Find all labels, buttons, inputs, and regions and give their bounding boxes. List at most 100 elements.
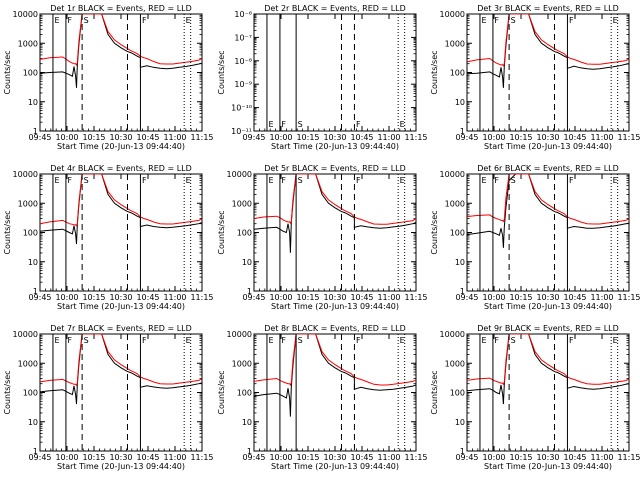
- x-tick-label: 11:15: [617, 453, 640, 462]
- x-tick-label: 11:15: [404, 293, 427, 302]
- y-tick-label: 1: [460, 287, 465, 296]
- marker-label: S: [511, 176, 516, 185]
- x-tick-label: 10:30: [536, 293, 559, 302]
- y-axis-label: Counts/sec: [430, 210, 439, 254]
- x-tick-label: 09:45: [28, 453, 51, 462]
- x-tick-label: 10:30: [109, 133, 132, 142]
- plot-frame: [253, 333, 417, 452]
- y-tick-label: 1: [33, 447, 38, 456]
- series-line-lld: [40, 174, 202, 227]
- panel-title: Det 4r BLACK = Events, RED = LLD: [50, 164, 192, 173]
- x-tick-label: 11:00: [590, 133, 613, 142]
- y-tick-label: 1000: [18, 199, 38, 208]
- y-tick-label: 100: [23, 229, 38, 238]
- marker-label: F: [494, 16, 499, 25]
- x-tick-label: 11:15: [617, 293, 640, 302]
- marker-label: E: [54, 336, 59, 345]
- x-tick-label: 10:45: [350, 293, 373, 302]
- marker-label: F: [281, 336, 286, 345]
- y-tick-label: 100: [450, 229, 465, 238]
- x-tick-label: 09:45: [242, 453, 265, 462]
- x-tick-label: 09:45: [242, 293, 265, 302]
- x-tick-label: 11:00: [377, 133, 400, 142]
- x-tick-label: 10:15: [296, 453, 319, 462]
- panel-det4: Det 4r BLACK = Events, RED = LLD 1 10 100 10…: [3, 164, 214, 311]
- x-tick-label: 10:15: [509, 133, 532, 142]
- y-tick-label: 100: [450, 389, 465, 398]
- marker-label: E: [613, 336, 618, 345]
- panel-det9: Det 9r BLACK = Events, RED = LLD 1 10 100 10…: [430, 324, 640, 471]
- x-axis-label: Start Time (20-Jun-13 09:44:40): [57, 142, 185, 151]
- y-tick-label: 10⁻⁸: [234, 57, 252, 66]
- marker-label: F: [67, 176, 72, 185]
- y-tick-label: 100: [237, 389, 252, 398]
- plot-frame: [253, 173, 417, 292]
- y-tick-label: 10: [28, 98, 38, 107]
- marker-label: S: [84, 16, 89, 25]
- y-tick-label: 10000: [13, 330, 38, 339]
- y-tick-label: 10: [455, 418, 465, 427]
- panel-title: Det 7r BLACK = Events, RED = LLD: [50, 324, 192, 333]
- y-axis-label: Counts/sec: [430, 50, 439, 94]
- x-tick-label: 10:45: [136, 133, 159, 142]
- x-tick-label: 10:00: [269, 133, 292, 142]
- x-tick-label: 10:00: [55, 133, 78, 142]
- x-tick-label: 11:15: [190, 293, 213, 302]
- y-tick-label: 100: [23, 389, 38, 398]
- x-tick-label: 10:30: [536, 133, 559, 142]
- panel-title: Det 3r BLACK = Events, RED = LLD: [477, 4, 619, 13]
- x-tick-label: 10:45: [563, 453, 586, 462]
- panel-det7: Det 7r BLACK = Events, RED = LLD 1 10 100 10…: [3, 324, 214, 471]
- panel-title: Det 1r BLACK = Events, RED = LLD: [50, 4, 192, 13]
- marker-label: E: [400, 336, 405, 345]
- series-line-events: [467, 14, 629, 88]
- y-tick-label: 1: [33, 287, 38, 296]
- x-axis-label: Start Time (20-Jun-13 09:44:40): [271, 142, 399, 151]
- x-axis-label: Start Time (20-Jun-13 09:44:40): [271, 462, 399, 471]
- series-line-lld: [254, 334, 416, 387]
- marker-label: E: [400, 176, 405, 185]
- x-tick-label: 10:45: [136, 453, 159, 462]
- marker-label: E: [613, 176, 618, 185]
- x-axis-label: Start Time (20-Jun-13 09:44:40): [484, 462, 612, 471]
- marker-label: E: [613, 16, 618, 25]
- x-tick-label: 09:45: [242, 133, 265, 142]
- x-tick-label: 11:15: [404, 453, 427, 462]
- x-axis-label: Start Time (20-Jun-13 09:44:40): [271, 302, 399, 311]
- y-tick-label: 10⁻⁹: [234, 80, 252, 89]
- y-tick-label: 10000: [13, 10, 38, 19]
- y-tick-label: 10000: [440, 330, 465, 339]
- x-tick-label: 11:00: [163, 133, 186, 142]
- x-tick-label: 10:15: [509, 453, 532, 462]
- x-tick-label: 11:00: [377, 453, 400, 462]
- y-tick-label: 100: [450, 69, 465, 78]
- marker-label: S: [84, 176, 89, 185]
- marker-label: E: [54, 16, 59, 25]
- marker-label: S: [84, 336, 89, 345]
- marker-label: E: [400, 120, 405, 129]
- marker-label: F: [356, 176, 361, 185]
- plot-frame: [466, 333, 630, 452]
- y-tick-label: 1000: [445, 199, 465, 208]
- x-tick-label: 11:00: [590, 293, 613, 302]
- marker-label: E: [186, 336, 191, 345]
- y-tick-label: 10⁻¹¹: [231, 127, 252, 136]
- marker-label: F: [356, 336, 361, 345]
- x-tick-label: 10:00: [482, 293, 505, 302]
- y-tick-label: 1000: [232, 359, 252, 368]
- marker-label: F: [494, 336, 499, 345]
- series-line-lld: [254, 174, 416, 225]
- y-tick-label: 1: [460, 447, 465, 456]
- series-line-events: [40, 14, 202, 88]
- marker-label: F: [67, 16, 72, 25]
- series-line-lld: [40, 334, 202, 387]
- series-line-lld: [467, 334, 629, 386]
- x-tick-label: 11:00: [377, 293, 400, 302]
- y-tick-label: 10⁻⁷: [234, 33, 252, 42]
- marker-label: F: [569, 336, 574, 345]
- y-tick-label: 1: [33, 127, 38, 136]
- marker-label: S: [511, 16, 516, 25]
- x-tick-label: 11:15: [404, 133, 427, 142]
- x-axis-label: Start Time (20-Jun-13 09:44:40): [57, 462, 185, 471]
- x-tick-label: 11:15: [190, 133, 213, 142]
